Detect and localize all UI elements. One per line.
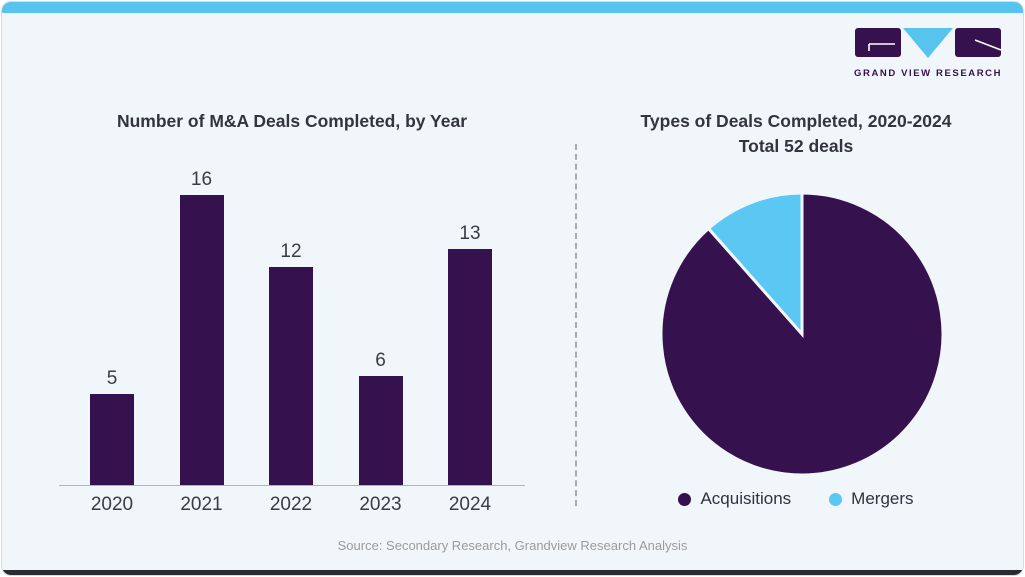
bar xyxy=(269,267,313,485)
bar xyxy=(448,249,492,485)
bar-chart: 5 16 12 6 13 xyxy=(59,162,525,486)
bar-value-label: 13 xyxy=(459,223,481,244)
bar-column-2020: 5 xyxy=(90,368,134,485)
pie-chart-subtitle: Total 52 deals xyxy=(738,136,854,156)
x-axis-tick-label: 2020 xyxy=(90,494,134,515)
x-axis-tick-label: 2021 xyxy=(180,494,223,515)
vertical-dashed-divider xyxy=(575,144,577,506)
source-note: Source: Secondary Research, Grandview Re… xyxy=(337,538,688,553)
bar-value-label: 5 xyxy=(106,368,118,389)
bar-column-2022: 12 xyxy=(269,241,313,485)
pie-slice-mergers xyxy=(706,191,804,338)
bottom-accent-bar xyxy=(2,570,1023,575)
legend-item-mergers: Mergers xyxy=(829,489,914,509)
x-axis-tick-label: 2023 xyxy=(359,494,402,515)
legend-dot-icon xyxy=(678,492,692,506)
bar-value-label: 12 xyxy=(280,241,302,262)
bar xyxy=(90,394,134,485)
pie-chart-graphic xyxy=(659,191,945,477)
bar-column-2024: 13 xyxy=(448,223,492,485)
bar-value-label: 16 xyxy=(190,169,213,190)
bar-column-2023: 6 xyxy=(358,350,403,485)
pie-chart-title: Types of Deals Completed, 2020-2024 xyxy=(640,111,952,131)
legend-dot-icon xyxy=(829,492,843,506)
x-axis-tick-label: 2024 xyxy=(448,494,492,515)
pie-chart xyxy=(659,191,945,477)
brand-logo-text: GRAND VIEW RESEARCH xyxy=(854,68,1003,79)
pie-chart-title-block: Types of Deals Completed, 2020-2024 Tota… xyxy=(576,109,1016,159)
bar xyxy=(179,195,224,485)
legend-label: Acquisitions xyxy=(700,489,792,508)
bar xyxy=(358,376,403,485)
bar-chart-title: Number of M&A Deals Completed, by Year xyxy=(116,111,468,131)
x-axis-tick-label: 2022 xyxy=(269,494,313,515)
legend-item-acquisitions: Acquisitions xyxy=(678,489,791,509)
x-axis-line xyxy=(59,485,525,486)
legend-label: Mergers xyxy=(851,489,914,508)
brand-logo: GRAND VIEW RESEARCH xyxy=(854,28,1002,79)
pie-legend: Acquisitions Mergers xyxy=(576,489,1016,509)
bar-column-2021: 16 xyxy=(179,169,224,485)
grand-view-research-logo-icon xyxy=(855,28,1002,58)
bar-value-label: 6 xyxy=(375,350,386,371)
top-accent-bar xyxy=(2,2,1023,13)
